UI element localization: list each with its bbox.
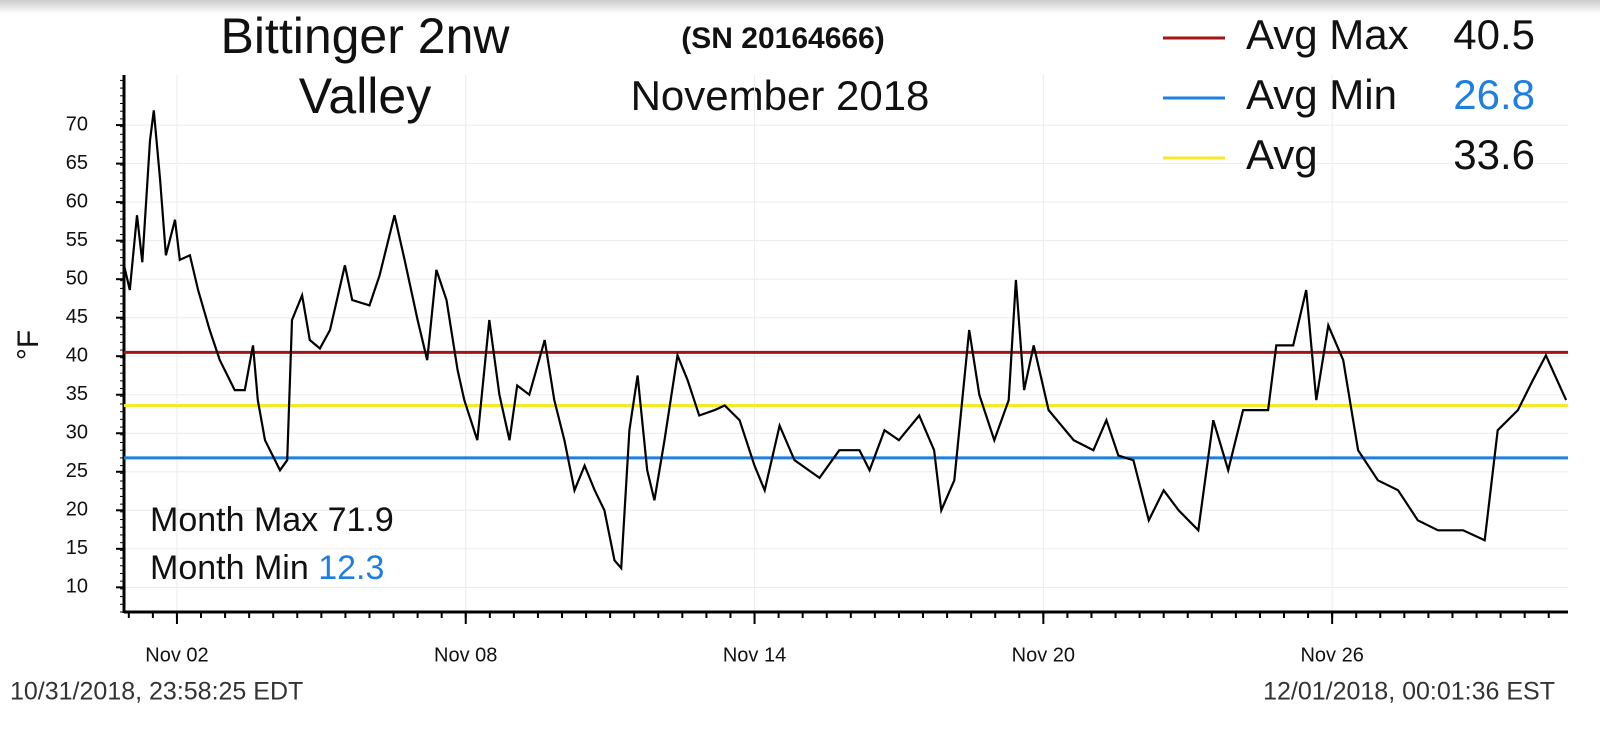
legend-value: 26.8 [1453, 71, 1535, 118]
month-max-value: 71.9 [328, 501, 394, 539]
top-shadow [0, 0, 1600, 14]
chart-title: Bittinger 2nw Valley [220, 8, 510, 124]
month-min-value: 12.3 [318, 549, 384, 587]
legend-label: Avg [1246, 131, 1318, 178]
y-tick-label: 50 [66, 267, 88, 289]
chart-subtitle: (SN 20164666) [681, 22, 884, 55]
month-min: Month Min 12.3 [150, 549, 384, 587]
y-tick-label: 55 [66, 229, 88, 251]
x-tick-label: Nov 14 [723, 644, 786, 666]
legend-value: 40.5 [1453, 11, 1535, 58]
month-min-label: Month Min [150, 549, 309, 587]
x-tick-label: Nov 02 [145, 644, 208, 666]
y-tick-label: 35 [66, 383, 88, 405]
y-tick-label: 70 [66, 113, 88, 135]
y-tick-label: 60 [66, 190, 88, 212]
y-tick-label: 10 [66, 576, 88, 598]
y-axis-label: °F [12, 330, 45, 360]
month-max-label: Month Max [150, 501, 318, 539]
legend-label: Avg Min [1246, 71, 1397, 118]
y-tick-label: 15 [66, 537, 88, 559]
legend-value: 33.6 [1453, 131, 1535, 178]
start-time: 10/31/2018, 23:58:25 EDT [10, 678, 303, 706]
legend-label: Avg Max [1246, 11, 1409, 58]
x-tick-label: Nov 20 [1012, 644, 1075, 666]
temperature-line [122, 110, 1568, 571]
y-tick-label: 30 [66, 422, 88, 444]
y-tick-label: 40 [66, 344, 88, 366]
month-max: Month Max 71.9 [150, 501, 394, 539]
end-time: 12/01/2018, 00:01:36 EST [1263, 678, 1555, 706]
y-tick-label: 25 [66, 460, 88, 482]
x-tick-label: Nov 08 [434, 644, 497, 666]
y-tick-label: 45 [66, 306, 88, 328]
y-tick-label: 20 [66, 499, 88, 521]
chart-period: November 2018 [631, 72, 930, 119]
x-tick-label: Nov 26 [1300, 644, 1363, 666]
y-tick-label: 65 [66, 152, 88, 174]
